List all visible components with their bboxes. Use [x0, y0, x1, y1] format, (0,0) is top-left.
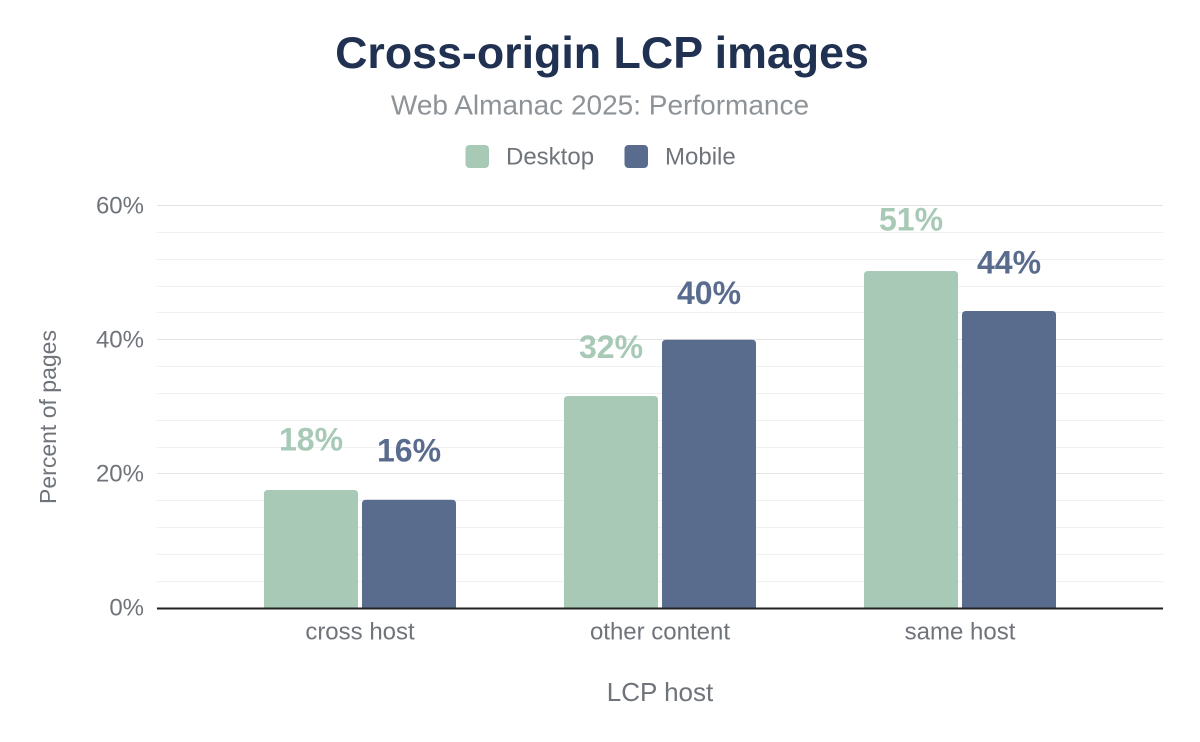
- svg-text:16%: 16%: [377, 433, 441, 469]
- svg-text:Desktop: Desktop: [506, 144, 594, 171]
- svg-text:Percent of pages: Percent of pages: [35, 330, 61, 504]
- svg-text:60%: 60%: [96, 193, 144, 220]
- svg-text:Cross-origin LCP images: Cross-origin LCP images: [335, 28, 869, 78]
- svg-text:other content: other content: [590, 619, 730, 646]
- svg-text:51%: 51%: [879, 202, 943, 238]
- svg-text:0%: 0%: [109, 595, 144, 622]
- svg-text:44%: 44%: [977, 245, 1041, 281]
- svg-text:Mobile: Mobile: [665, 144, 736, 171]
- svg-text:cross host: cross host: [305, 619, 415, 646]
- svg-text:18%: 18%: [279, 422, 343, 458]
- svg-text:20%: 20%: [96, 461, 144, 488]
- svg-text:40%: 40%: [96, 327, 144, 354]
- svg-text:same host: same host: [905, 619, 1016, 646]
- svg-text:LCP host: LCP host: [607, 677, 714, 707]
- svg-text:40%: 40%: [677, 275, 741, 311]
- svg-text:32%: 32%: [579, 329, 643, 365]
- svg-text:Web Almanac 2025: Performance: Web Almanac 2025: Performance: [391, 90, 809, 121]
